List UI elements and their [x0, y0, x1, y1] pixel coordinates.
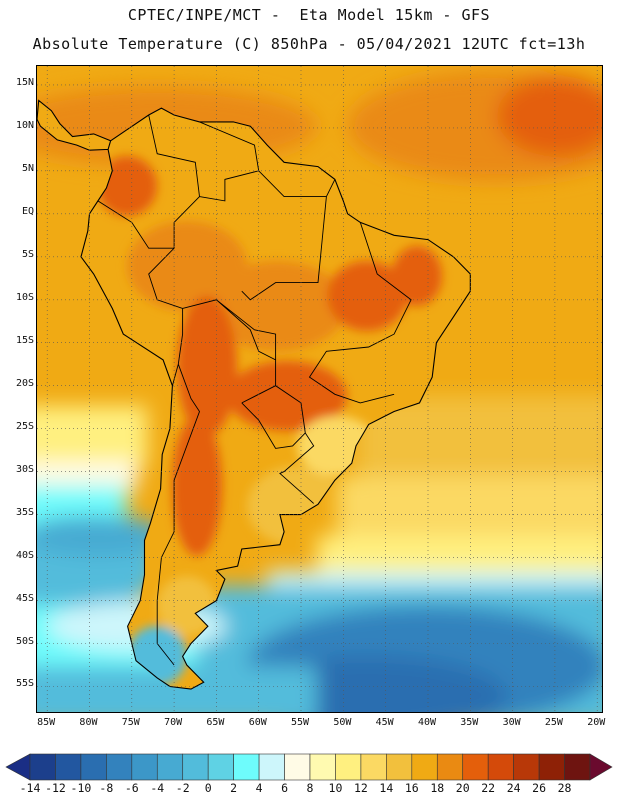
colorbar-swatch	[462, 753, 489, 781]
longitude-label: 35W	[460, 717, 479, 728]
colorbar-tick-label: 28	[557, 781, 572, 795]
colorbar-swatch	[309, 753, 336, 781]
colorbar-tick-label: 22	[481, 781, 496, 795]
colorbar-tick-label: -14	[19, 781, 41, 795]
chart-title-line1: CPTEC/INPE/MCT - Eta Model 15km - GFS	[127, 6, 491, 24]
longitude-label: 20W	[587, 717, 606, 728]
chart-title-line2: Absolute Temperature (C) 850hPa - 05/04/…	[32, 35, 586, 53]
longitude-label: 80W	[79, 717, 98, 728]
longitude-label: 70W	[164, 717, 183, 728]
longitude-label: 30W	[502, 717, 521, 728]
latitude-label: EQ	[21, 205, 34, 217]
colorbar-swatch	[55, 753, 82, 781]
longitude-label: 60W	[248, 717, 267, 728]
colorbar-swatch	[386, 753, 413, 781]
colorbar-swatch	[284, 753, 311, 781]
colorbar-tick-label: 24	[506, 781, 521, 795]
colorbar-swatch	[207, 753, 234, 781]
latitude-label: 5N	[21, 162, 34, 174]
latitude-label: 25S	[15, 420, 34, 432]
colorbar-swatch	[411, 753, 438, 781]
latitude-label: 10S	[15, 291, 34, 303]
longitude-label: 50W	[333, 717, 352, 728]
temperature-map	[37, 66, 602, 712]
colorbar-swatch	[335, 753, 362, 781]
colorbar-swatch	[80, 753, 107, 781]
latitude-label: 50S	[15, 635, 34, 647]
longitude-label: 85W	[37, 717, 56, 728]
colorbar-tick-label: 4	[255, 781, 263, 795]
colorbar-swatch	[258, 753, 285, 781]
longitude-label: 65W	[206, 717, 225, 728]
colorbar-swatch	[131, 753, 158, 781]
colorbar-swatch	[513, 753, 540, 781]
colorbar-tick-label: 8	[306, 781, 314, 795]
latitude-label: 30S	[15, 463, 34, 475]
latitude-label: 35S	[15, 506, 34, 518]
colorbar-tick-label: 2	[230, 781, 238, 795]
latitude-label: 15S	[15, 334, 34, 346]
colorbar	[5, 753, 613, 781]
colorbar-tick-label: 10	[328, 781, 343, 795]
latitude-label: 40S	[15, 549, 34, 561]
latitude-label: 15N	[15, 76, 34, 88]
colorbar-tick-label: 6	[281, 781, 288, 795]
colorbar-tick-label: -12	[45, 781, 66, 795]
colorbar-swatch	[29, 753, 56, 781]
colorbar-tick-label: 26	[532, 781, 546, 795]
colorbar-swatch	[360, 753, 387, 781]
colorbar-swatch	[106, 753, 133, 781]
colorbar-tick-label: 18	[430, 781, 445, 795]
colorbar-cap-left	[5, 753, 31, 781]
colorbar-tick-label: -8	[99, 781, 114, 795]
colorbar-tick-label: 12	[353, 781, 368, 795]
longitude-label: 40W	[417, 717, 436, 728]
longitude-label: 75W	[121, 717, 140, 728]
longitude-label: 45W	[375, 717, 394, 728]
longitude-label: 25W	[544, 717, 563, 728]
colorbar-swatch	[487, 753, 514, 781]
colorbar-swatch	[564, 753, 591, 781]
latitude-label: 20S	[15, 377, 34, 389]
latitude-label: 5S	[21, 248, 34, 260]
colorbar-swatch	[156, 753, 184, 781]
colorbar-swatch	[538, 753, 565, 781]
latitude-label: 55S	[15, 678, 34, 690]
latitude-label: 45S	[15, 592, 34, 604]
colorbar-swatch	[233, 753, 260, 781]
colorbar-tick-label: -2	[175, 781, 190, 795]
colorbar-tick-label: 0	[204, 781, 212, 795]
colorbar-tick-label: 20	[455, 781, 470, 795]
colorbar-tick-label: 16	[404, 781, 419, 795]
colorbar-tick-label: -10	[70, 781, 92, 795]
colorbar-swatch	[182, 753, 209, 781]
longitude-label: 55W	[291, 717, 310, 728]
colorbar-tick-label: -4	[150, 781, 165, 795]
latitude-label: 10N	[15, 119, 34, 131]
colorbar-cap-right	[589, 753, 613, 781]
colorbar-swatch	[436, 753, 464, 781]
colorbar-tick-label: -6	[124, 781, 139, 795]
map-frame	[36, 65, 603, 713]
colorbar-tick-label: 14	[379, 781, 394, 795]
